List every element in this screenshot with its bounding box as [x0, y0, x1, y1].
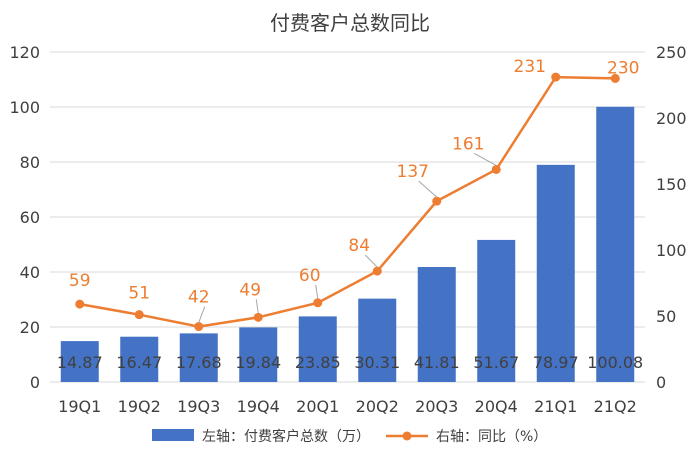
legend-bar-swatch	[152, 429, 194, 441]
x-axis-tick-label: 20Q2	[356, 397, 399, 416]
bar-series	[60, 106, 635, 382]
left-axis-tick-label: 20	[20, 318, 40, 337]
left-axis-tick-label: 60	[20, 208, 40, 227]
x-axis-tick-label: 20Q3	[415, 397, 458, 416]
line-point	[372, 266, 382, 276]
leader-line	[474, 153, 497, 166]
x-axis-tick-label: 21Q2	[594, 397, 637, 416]
x-axis-tick-label: 21Q1	[534, 397, 577, 416]
x-axis: 19Q1 19Q2 19Q3 19Q4 20Q1 20Q2 20Q3 20Q4 21Q1 21Q2	[58, 397, 637, 416]
bar-data-label: 23.85	[295, 353, 341, 372]
line-point	[551, 72, 561, 82]
bar	[60, 341, 99, 382]
right-axis-tick-label: 250	[656, 43, 687, 62]
x-axis-tick-label: 19Q1	[58, 397, 101, 416]
line-data-label: 84	[348, 236, 370, 256]
leader-line	[255, 299, 259, 314]
leader-line	[364, 254, 378, 268]
bar-data-label: 16.47	[116, 353, 162, 372]
bar	[417, 267, 456, 382]
line-data-label: 51	[128, 284, 150, 304]
left-axis-tick-label: 40	[20, 263, 40, 282]
right-axis-tick-label: 0	[656, 373, 666, 392]
line-point	[610, 73, 620, 83]
right-axis-tick-label: 50	[656, 307, 676, 326]
bar	[536, 164, 575, 382]
line-data-labels: 59 51 42 49 60 84 137 161 231 230	[69, 57, 639, 323]
line-point	[134, 310, 144, 320]
line-data-label: 42	[188, 288, 210, 308]
legend-line-label: 右轴：同比（%）	[436, 429, 547, 445]
bar-data-label: 14.87	[57, 353, 103, 372]
x-axis-tick-label: 20Q4	[475, 397, 518, 416]
chart-title: 付费客户总数同比	[270, 11, 430, 35]
right-axis-tick-label: 100	[656, 241, 687, 260]
line-path	[79, 75, 616, 328]
line-point	[253, 312, 263, 322]
line-point	[313, 298, 323, 308]
line-data-label: 231	[514, 57, 546, 77]
bar	[596, 106, 635, 382]
line-point	[75, 299, 85, 309]
line-data-label: 137	[397, 162, 429, 182]
right-axis-tick-label: 150	[656, 175, 687, 194]
x-axis-tick-label: 19Q3	[177, 397, 220, 416]
legend-line-marker	[402, 431, 412, 441]
bar-data-label: 100.08	[587, 353, 643, 372]
bar	[358, 298, 397, 382]
x-axis-tick-label: 19Q2	[118, 397, 161, 416]
left-axis: 0 20 40 60 80 100 120	[9, 43, 40, 392]
line-series	[75, 72, 620, 332]
bar-data-label: 30.31	[354, 353, 400, 372]
bar-data-label: 51.67	[473, 353, 519, 372]
line-data-label: 161	[452, 134, 484, 154]
bar	[298, 316, 337, 382]
bar	[239, 327, 278, 382]
left-axis-tick-label: 0	[30, 373, 40, 392]
line-point	[491, 164, 501, 174]
bar-data-label: 78.97	[533, 353, 579, 372]
right-axis: 0 50 100 150 200 250	[656, 43, 687, 392]
line-data-label: 230	[607, 58, 639, 78]
line-data-label: 59	[69, 271, 91, 291]
left-axis-tick-label: 80	[20, 153, 40, 172]
bar	[179, 333, 218, 382]
leader-line	[315, 284, 319, 299]
legend: 左轴：付费客户总数（万） 右轴：同比（%）	[152, 428, 547, 445]
left-axis-tick-label: 100	[9, 98, 40, 117]
bar-data-label: 17.68	[176, 353, 222, 372]
line-data-label: 49	[239, 280, 261, 300]
x-axis-tick-label: 19Q4	[237, 397, 280, 416]
bar	[120, 336, 159, 382]
bar-data-labels: 14.87 16.47 17.68 19.84 23.85 30.31 41.81 51.67…	[57, 353, 643, 372]
right-axis-tick-label: 200	[656, 109, 687, 128]
leader-line	[418, 180, 438, 198]
x-axis-tick-label: 20Q1	[296, 397, 339, 416]
bar-data-label: 19.84	[235, 353, 281, 372]
bar-data-label: 41.81	[414, 353, 460, 372]
line-data-label: 60	[299, 266, 321, 286]
left-axis-tick-label: 120	[9, 43, 40, 62]
line-point	[432, 196, 442, 206]
bar	[477, 239, 516, 382]
legend-bar-label: 左轴：付费客户总数（万）	[202, 428, 370, 445]
line-point	[194, 322, 204, 332]
leader-line	[198, 306, 206, 323]
